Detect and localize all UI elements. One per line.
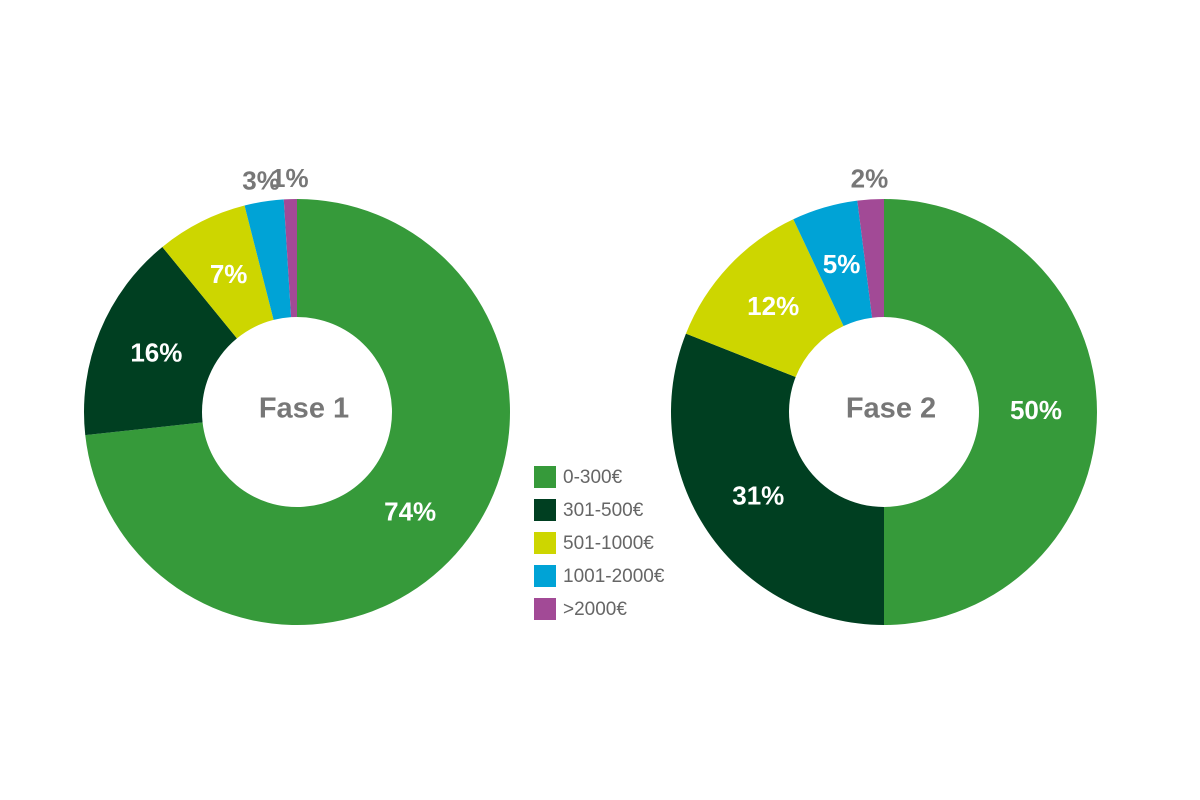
slice bbox=[884, 199, 1097, 625]
legend-swatch bbox=[534, 598, 556, 620]
center-title: Fase 2 bbox=[846, 393, 936, 425]
legend-swatch bbox=[534, 499, 556, 521]
value-label: 12% bbox=[747, 291, 799, 321]
legend-label: 301-500€ bbox=[563, 500, 644, 521]
slice bbox=[85, 199, 510, 625]
value-label: 1% bbox=[271, 163, 309, 193]
slice bbox=[685, 219, 844, 378]
legend-label: 0-300€ bbox=[563, 467, 623, 488]
slice bbox=[244, 199, 292, 320]
slice bbox=[283, 199, 297, 318]
value-label: 31% bbox=[732, 480, 784, 510]
slice bbox=[670, 333, 884, 625]
legend-label: 501-1000€ bbox=[563, 533, 654, 554]
value-label: 5% bbox=[823, 249, 861, 279]
center-title: Fase 1 bbox=[259, 393, 349, 425]
value-label: 74% bbox=[384, 496, 436, 526]
legend-swatch bbox=[534, 466, 556, 488]
legend-swatch bbox=[534, 565, 556, 587]
value-label: 3% bbox=[242, 166, 280, 196]
value-label: 50% bbox=[1010, 395, 1062, 425]
slice bbox=[857, 199, 884, 318]
legend-swatch bbox=[534, 532, 556, 554]
slice bbox=[793, 200, 873, 327]
slice bbox=[162, 205, 274, 339]
value-label: 7% bbox=[210, 259, 248, 289]
legend-label: >2000€ bbox=[563, 599, 627, 620]
value-label: 16% bbox=[130, 337, 182, 367]
value-label: 2% bbox=[851, 163, 889, 193]
legend-label: 1001-2000€ bbox=[563, 566, 665, 587]
slice bbox=[84, 246, 237, 436]
